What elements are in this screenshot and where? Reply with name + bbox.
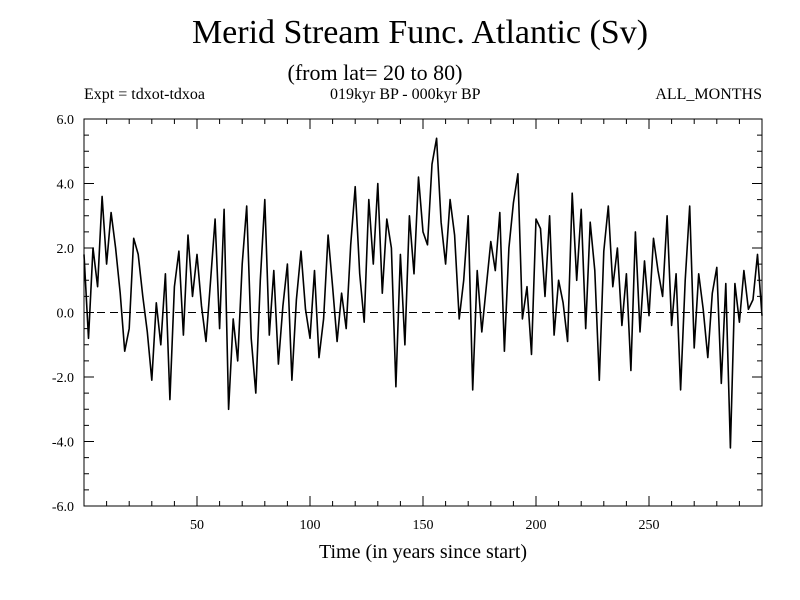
y-tick-label: 2.0 bbox=[57, 242, 75, 257]
x-axis-title: Time (in years since start) bbox=[319, 541, 527, 563]
months-label: ALL_MONTHS bbox=[655, 86, 762, 103]
y-tick-label: -2.0 bbox=[52, 371, 74, 386]
chart-title: Merid Stream Func. Atlantic (Sv) bbox=[191, 14, 649, 51]
time-range-label: 019kyr BP - 000kyr BP bbox=[330, 86, 481, 103]
x-tick-label: 250 bbox=[639, 518, 660, 533]
y-tick-label: 0.0 bbox=[57, 307, 75, 322]
x-tick-label: 50 bbox=[190, 518, 204, 533]
x-tick-label: 150 bbox=[413, 518, 434, 533]
series-line bbox=[83, 137, 763, 449]
x-tick-label: 100 bbox=[300, 518, 321, 533]
y-tick-label: 6.0 bbox=[57, 113, 75, 128]
y-tick-label: -6.0 bbox=[52, 500, 74, 515]
chart-subtitle: (from lat= 20 to 80) bbox=[287, 60, 463, 85]
x-tick-label: 200 bbox=[526, 518, 547, 533]
axis-tick-labels: 50 100 150 200 250 -6.0 -4.0 -2.0 0.0 2.0 4.0 6.0 bbox=[52, 113, 660, 533]
y-tick-label: -4.0 bbox=[52, 436, 74, 451]
experiment-label: Expt = tdxot-tdxoa bbox=[84, 86, 206, 103]
y-tick-label: 4.0 bbox=[57, 178, 75, 193]
